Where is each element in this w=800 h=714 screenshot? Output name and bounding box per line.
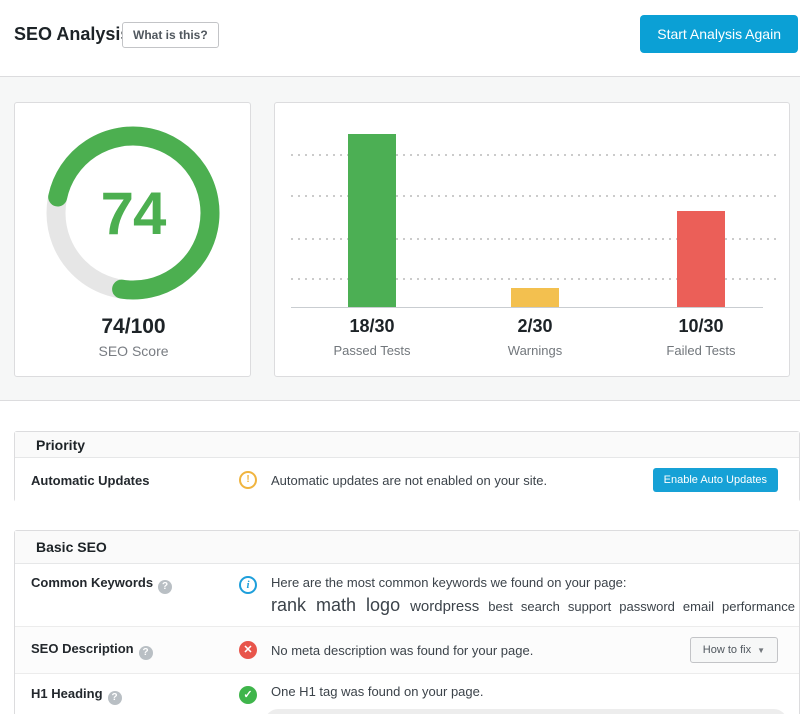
- info-icon: i: [239, 576, 257, 594]
- automatic-updates-message: Automatic updates are not enabled on you…: [271, 472, 548, 488]
- priority-section-header: Priority: [15, 432, 799, 458]
- tests-bar-chart-card: 18/30 Passed Tests 2/30 Warnings 10/30 F…: [274, 102, 790, 377]
- common-keywords-row: Common Keywords? i Here are the most com…: [15, 564, 799, 626]
- h1-heading-row: H1 Heading? ✓ One H1 tag was found on yo…: [15, 673, 799, 714]
- h1-heading-label-text: H1 Heading: [31, 686, 103, 701]
- common-keywords-label: Common Keywords?: [31, 575, 239, 594]
- passed-tests-value: 18/30: [349, 316, 395, 336]
- passed-tests-label: Passed Tests: [333, 343, 411, 358]
- gridline: [291, 278, 781, 280]
- warnings-column: 2/30 Warnings: [470, 103, 600, 378]
- automatic-updates-label: Automatic Updates: [31, 472, 150, 488]
- gridline: [291, 238, 781, 240]
- keyword: logo: [366, 595, 401, 615]
- start-analysis-button[interactable]: Start Analysis Again: [640, 15, 798, 53]
- what-is-this-button[interactable]: What is this?: [122, 22, 219, 48]
- bar-chart: 18/30 Passed Tests 2/30 Warnings 10/30 F…: [275, 103, 791, 378]
- h1-heading-message: One H1 tag was found on your page.: [271, 684, 484, 699]
- warnings-label: Warnings: [507, 343, 563, 358]
- keyword: search: [520, 599, 560, 614]
- keyword: math: [316, 595, 357, 615]
- enable-auto-updates-button[interactable]: Enable Auto Updates: [652, 468, 778, 492]
- common-keywords-message: Here are the most common keywords we fou…: [271, 575, 627, 590]
- h1-content-preview: [265, 709, 787, 714]
- chevron-down-icon: ▼: [757, 646, 765, 655]
- basic-seo-section-header: Basic SEO: [15, 531, 799, 564]
- h1-heading-label: H1 Heading?: [31, 686, 239, 705]
- score-ring-svg: [46, 126, 220, 300]
- seo-description-row: SEO Description? ✕ No meta description w…: [15, 626, 799, 673]
- passed-tests-bar: [348, 134, 396, 307]
- failed-tests-column: 10/30 Failed Tests: [636, 103, 766, 378]
- warning-icon: !: [239, 471, 257, 489]
- gridline: [291, 154, 781, 156]
- keyword-cloud: rank math logo wordpress best search support pa…: [271, 595, 800, 616]
- how-to-fix-button[interactable]: How to fix ▼: [689, 637, 778, 663]
- keyword: password: [619, 599, 675, 614]
- how-to-fix-label: How to fix: [702, 644, 752, 656]
- keyword: rank: [271, 595, 307, 615]
- score-ring: 74: [45, 125, 221, 301]
- common-keywords-label-text: Common Keywords: [31, 575, 154, 590]
- passed-tests-column: 18/30 Passed Tests: [307, 103, 437, 378]
- page-header: SEO Analysis What is this? Start Analysi…: [0, 0, 800, 77]
- common-keywords-content: Here are the most common keywords we fou…: [271, 575, 800, 616]
- score-number: 74: [100, 179, 167, 247]
- priority-section: Priority Automatic Updates ! Automatic u…: [14, 431, 800, 502]
- results-overview-band: 74 74/100 SEO Score 18/30 Passed Tests: [0, 77, 800, 401]
- score-ring-arc: [46, 126, 220, 300]
- keyword: performance: [721, 599, 795, 614]
- score-fraction: 74/100: [101, 315, 166, 338]
- score-label: SEO Score: [98, 343, 169, 359]
- basic-seo-section: Basic SEO Common Keywords? i Here are th…: [14, 530, 800, 714]
- seo-description-label: SEO Description?: [31, 641, 239, 660]
- pass-icon: ✓: [239, 686, 257, 704]
- help-icon[interactable]: ?: [107, 691, 122, 705]
- help-icon[interactable]: ?: [138, 645, 153, 660]
- page-title: SEO Analysis: [14, 24, 131, 44]
- seo-description-label-text: SEO Description: [31, 640, 134, 656]
- failed-tests-label: Failed Tests: [666, 343, 736, 358]
- help-icon[interactable]: ?: [158, 580, 173, 594]
- gridline: [291, 195, 781, 197]
- fail-icon: ✕: [239, 641, 257, 659]
- failed-tests-value: 10/30: [678, 316, 724, 336]
- automatic-updates-row: Automatic Updates ! Automatic updates ar…: [15, 458, 799, 502]
- failed-tests-bar: [677, 211, 725, 307]
- keyword: best: [488, 599, 513, 614]
- seo-score-card: 74 74/100 SEO Score: [14, 102, 251, 377]
- warnings-bar: [511, 288, 559, 307]
- chart-baseline: [291, 307, 763, 308]
- keyword: email: [682, 599, 714, 614]
- seo-description-message: No meta description was found for your p…: [271, 642, 534, 658]
- keyword: wordpress: [410, 598, 480, 615]
- warnings-value: 2/30: [517, 316, 553, 336]
- keyword: support: [567, 599, 612, 614]
